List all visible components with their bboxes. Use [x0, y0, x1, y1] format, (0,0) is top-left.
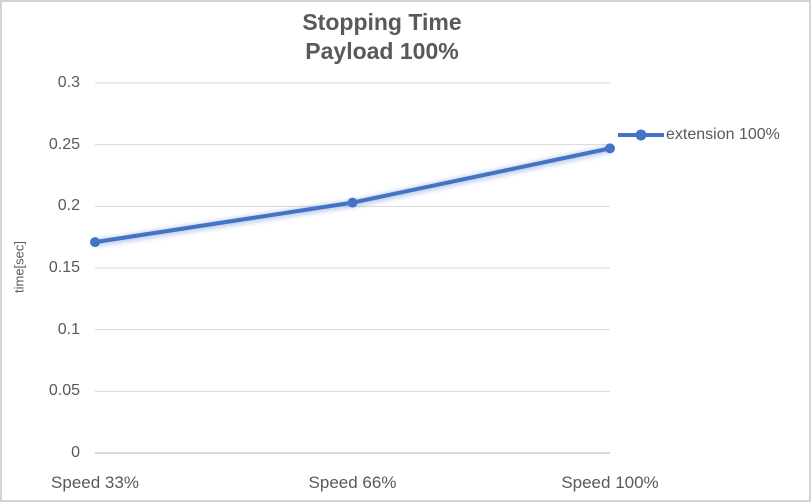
data-point-marker [347, 197, 358, 208]
y-tick: 0.05 [48, 382, 80, 400]
x-tick-speed-100: Speed 100% [561, 473, 659, 492]
y-axis-title: time[sec] [11, 240, 27, 294]
y-tick: 0 [71, 443, 80, 461]
y-axis-tick-labels: 0.3 0.25 0.2 0.15 0.1 0.05 0 [2, 73, 80, 463]
y-tick: 0.25 [48, 135, 80, 153]
x-tick-speed-33: Speed 33% [51, 473, 139, 492]
y-tick: 0.15 [48, 258, 80, 276]
data-point-marker [90, 237, 100, 248]
data-point-marker [605, 143, 615, 154]
chart-title-line1: Stopping Time [302, 9, 462, 35]
y-tick: 0.3 [57, 74, 80, 91]
gridlines [95, 82, 610, 392]
legend-line-marker-icon [618, 129, 664, 141]
legend-label: extension 100% [666, 126, 780, 143]
chart-title: Stopping Time Payload 100% [2, 8, 762, 66]
x-tick-speed-66: Speed 66% [308, 473, 397, 492]
y-tick: 0.1 [57, 320, 80, 338]
chart-title-line2: Payload 100% [305, 38, 459, 64]
series-markers [90, 143, 615, 248]
y-tick: 0.2 [57, 197, 80, 215]
legend: extension 100% [618, 125, 780, 145]
